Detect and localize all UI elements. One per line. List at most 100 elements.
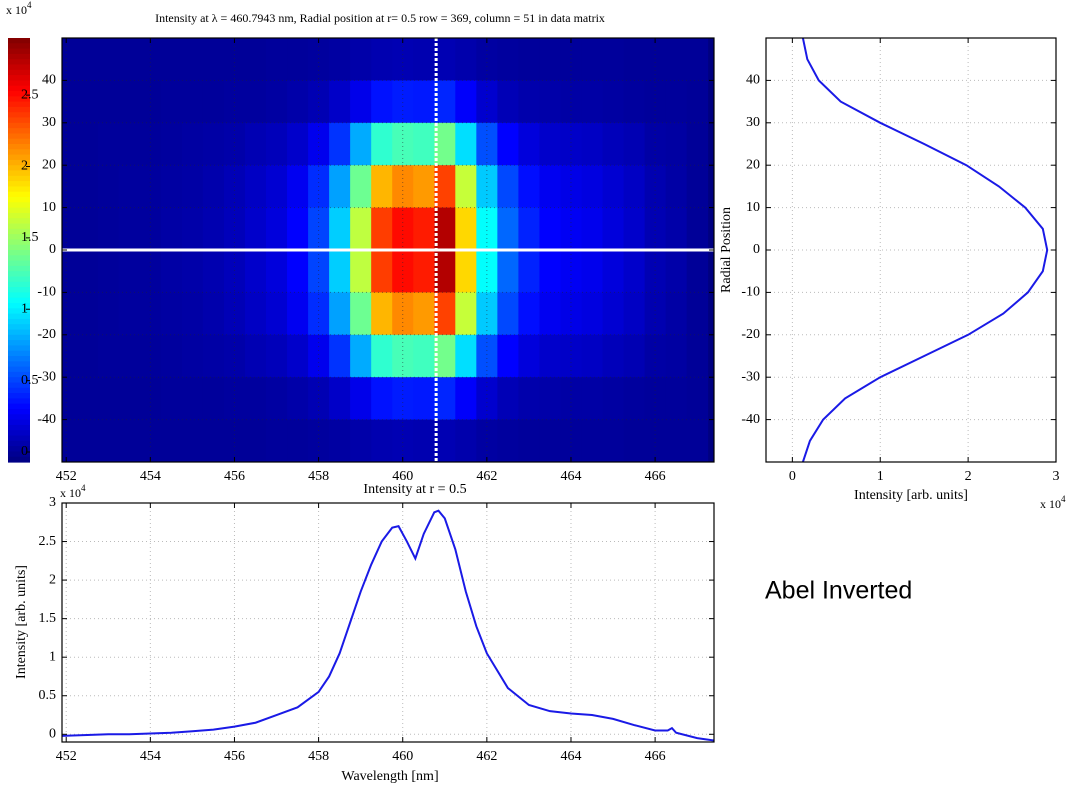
- heatmap-cell: [623, 292, 646, 336]
- heatmap-cell: [181, 165, 204, 209]
- colorbar-swatch: [8, 122, 30, 129]
- heatmap-cell: [287, 207, 309, 251]
- colorbar-swatch: [8, 234, 30, 240]
- colorbar-swatch: [8, 361, 30, 368]
- colorbar-swatch: [8, 271, 30, 278]
- heatmap-cell: [181, 250, 204, 293]
- colorbar-swatch: [8, 393, 30, 399]
- heatmap-cell: [665, 334, 688, 378]
- colorbar-swatch: [8, 250, 30, 256]
- heatmap-cell: [539, 165, 561, 209]
- heatmap-cell: [602, 377, 625, 421]
- colorbar-swatch: [8, 366, 30, 373]
- heatmap-cell: [539, 419, 561, 462]
- heatmap-cell: [308, 80, 330, 124]
- heatmap-cell: [392, 292, 414, 336]
- heatmap-cell: [392, 122, 414, 166]
- heatmap-cell: [244, 377, 267, 421]
- heatmap-cell: [287, 80, 309, 124]
- plot-frame: [61, 502, 715, 743]
- heatmap-cell: [560, 419, 582, 462]
- heatmap-cell: [350, 122, 372, 166]
- heatmap-cell: [202, 122, 225, 166]
- heatmap-cell: [539, 207, 561, 251]
- y-tick-label: -30: [37, 369, 56, 384]
- heatmap-cell: [223, 207, 246, 251]
- heatmap-cell: [413, 334, 435, 378]
- heatmap-cell: [118, 334, 141, 378]
- heatmap-cell: [581, 419, 604, 462]
- heatmap-cell: [602, 334, 625, 378]
- heatmap-cell: [350, 165, 372, 209]
- colorbar-swatch: [8, 308, 30, 315]
- heatmap-cell: [581, 165, 604, 209]
- colorbar-swatch: [8, 53, 30, 60]
- heatmap-cell: [329, 80, 351, 124]
- heatmap-cell: [118, 377, 141, 421]
- heatmap-cell: [350, 207, 372, 251]
- colorbar-multiplier: x 104: [6, 0, 32, 17]
- heatmap-cell: [223, 38, 246, 81]
- y-tick-label: 40: [746, 73, 760, 88]
- heatmap-cell: [413, 207, 435, 251]
- heatmap-cell: [244, 334, 267, 378]
- heatmap-cell: [413, 165, 435, 209]
- heatmap-cell: [118, 419, 141, 462]
- heatmap-cell: [665, 377, 688, 421]
- heatmap-cell: [476, 250, 498, 293]
- heatmap-cell: [371, 377, 393, 421]
- heatmap-cell: [413, 419, 435, 462]
- heatmap-cell: [160, 165, 183, 209]
- heatmap-cell: [97, 292, 120, 336]
- colorbar-tick-label: 2.5: [21, 87, 39, 102]
- colorbar-swatch: [8, 239, 30, 246]
- x-tick-label: 464: [560, 469, 581, 484]
- heatmap-cell: [223, 419, 246, 462]
- multiplier-base: x 10: [6, 3, 27, 17]
- heatmap-cell: [560, 207, 582, 251]
- heatmap-cell: [602, 207, 625, 251]
- heatmap-cell: [497, 207, 519, 251]
- heatmap-cell: [202, 250, 225, 293]
- heatmap-cell: [413, 292, 435, 336]
- plot-area: [62, 38, 714, 462]
- colorbar-swatch: [8, 38, 30, 44]
- x-multiplier: x 104: [1040, 494, 1066, 511]
- heatmap-cell: [602, 80, 625, 124]
- colorbar-swatch: [8, 440, 30, 447]
- heatmap-cell: [665, 207, 688, 251]
- heatmap-cell: [244, 165, 267, 209]
- heatmap-cell: [266, 419, 288, 462]
- heatmap-cell: [371, 292, 393, 336]
- colorbar-swatch: [8, 48, 30, 55]
- colorbar-swatch: [8, 281, 30, 288]
- x-tick-label: 0: [789, 469, 796, 484]
- multiplier-base: x 10: [1040, 497, 1061, 511]
- colorbar-swatch: [8, 356, 30, 362]
- colorbar-swatch: [8, 112, 30, 119]
- colorbar-swatch: [8, 419, 30, 426]
- heatmap-cell: [97, 377, 120, 421]
- heatmap-cell: [686, 250, 709, 293]
- heatmap-cell: [97, 38, 120, 81]
- heatmap-cell: [223, 334, 246, 378]
- colorbar-tick-label: 1.5: [21, 230, 39, 245]
- heatmap-cell: [434, 334, 456, 378]
- heatmap-cell: [518, 207, 540, 251]
- heatmap-cell: [76, 38, 99, 81]
- heatmap-cell: [602, 250, 625, 293]
- heatmap-cell: [539, 292, 561, 336]
- colorbar-swatch: [8, 170, 30, 177]
- heatmap-cell: [413, 80, 435, 124]
- heatmap-cell: [434, 250, 456, 293]
- colorbar-swatch: [8, 59, 30, 66]
- y-tick-label: 1: [49, 649, 56, 664]
- heatmap-cell: [350, 80, 372, 124]
- heatmap-cell: [476, 334, 498, 378]
- x-tick-label: 452: [56, 469, 77, 484]
- heatmap-cell: [434, 122, 456, 166]
- heatmap-cell: [62, 377, 78, 421]
- y-tick-label: -20: [37, 327, 56, 342]
- heatmap-cell: [539, 377, 561, 421]
